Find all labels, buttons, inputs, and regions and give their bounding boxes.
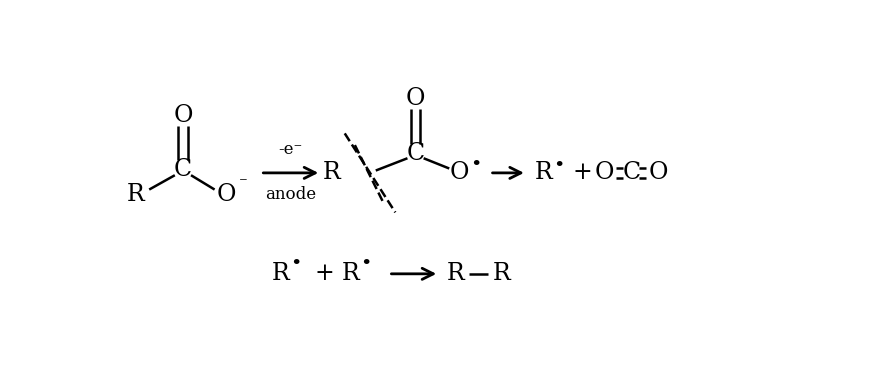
Text: R: R	[493, 262, 510, 285]
Text: •: •	[470, 156, 481, 174]
Text: R: R	[127, 183, 144, 206]
Text: C: C	[174, 158, 192, 182]
Text: C: C	[621, 162, 640, 184]
Text: +: +	[572, 162, 591, 184]
Text: +: +	[315, 262, 334, 285]
Text: •: •	[552, 157, 563, 174]
Text: C: C	[406, 142, 424, 165]
Text: O: O	[405, 87, 425, 110]
Text: anode: anode	[265, 186, 316, 203]
Text: ⁻: ⁻	[239, 175, 248, 192]
Text: •: •	[360, 255, 371, 274]
Text: R: R	[447, 262, 464, 285]
Text: R: R	[341, 262, 359, 285]
Text: -e⁻: -e⁻	[278, 141, 302, 158]
Text: O: O	[173, 105, 192, 127]
Text: O: O	[216, 183, 236, 206]
Text: R: R	[322, 162, 340, 184]
Text: O: O	[647, 162, 667, 184]
Text: •: •	[290, 255, 302, 274]
Text: R: R	[271, 262, 289, 285]
Text: R: R	[534, 162, 552, 184]
Text: O: O	[594, 162, 614, 184]
Text: O: O	[449, 162, 468, 184]
